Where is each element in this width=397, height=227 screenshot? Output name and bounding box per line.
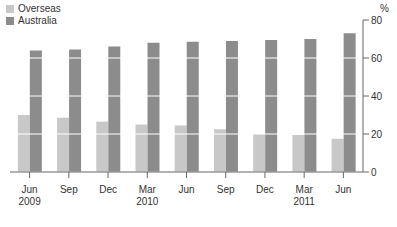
svg-text:Jun2009: Jun2009 xyxy=(18,184,41,207)
svg-text:Dec: Dec xyxy=(256,184,274,195)
svg-text:Sep: Sep xyxy=(217,184,235,195)
svg-text:0: 0 xyxy=(371,167,377,178)
svg-text:20: 20 xyxy=(371,129,383,140)
svg-text:Dec: Dec xyxy=(99,184,117,195)
html-text:Australia: Australia xyxy=(18,15,57,26)
svg-text:Sep: Sep xyxy=(60,184,78,195)
svg-text:Mar2010: Mar2010 xyxy=(136,184,159,207)
svg-text:40: 40 xyxy=(371,91,383,102)
svg-text:Jun: Jun xyxy=(178,184,194,195)
svg-text:Jun: Jun xyxy=(335,184,351,195)
svg-text:60: 60 xyxy=(371,53,383,64)
svg-text:80: 80 xyxy=(371,15,383,26)
html-text:Overseas: Overseas xyxy=(18,3,61,14)
svg-text:Mar2011: Mar2011 xyxy=(293,184,315,207)
